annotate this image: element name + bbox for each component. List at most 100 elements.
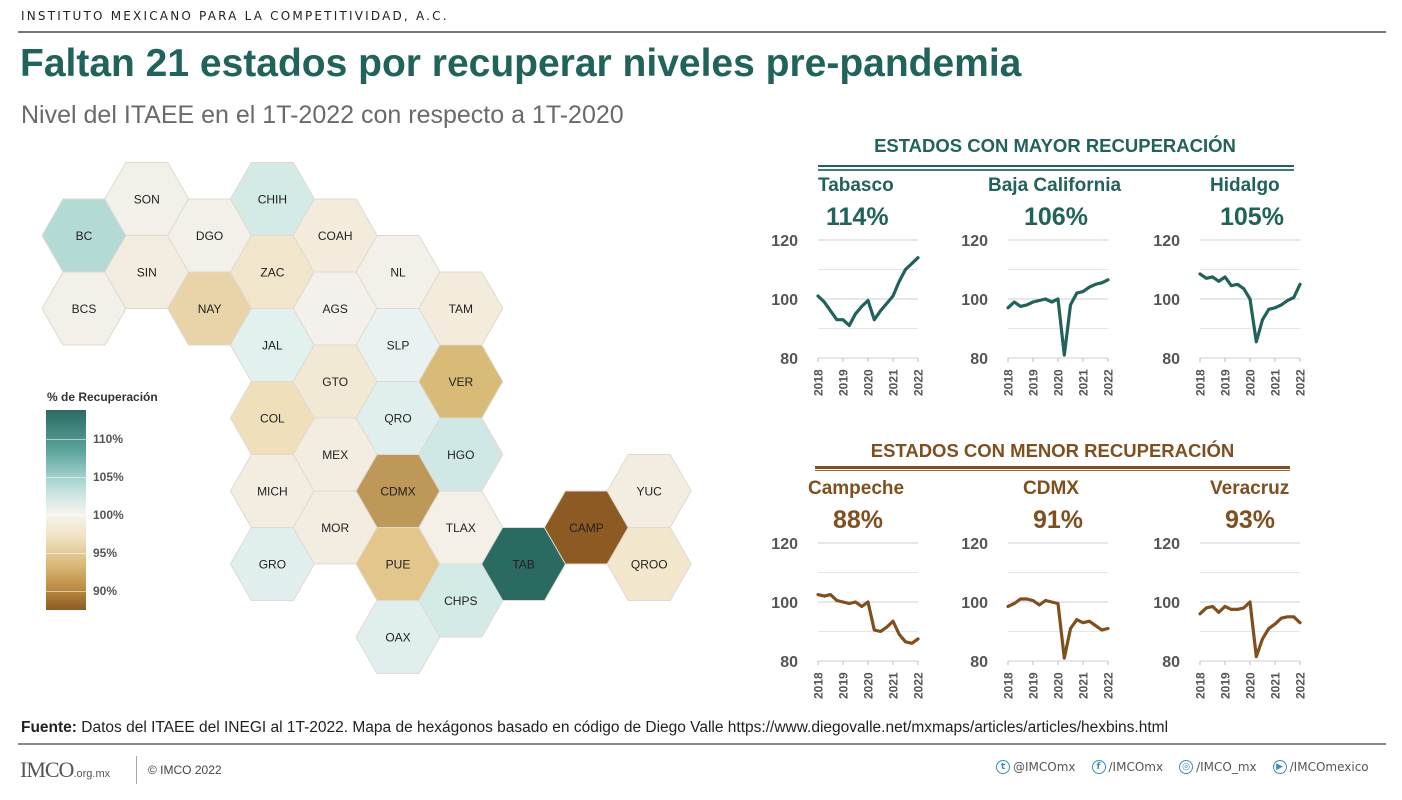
series-line [1006, 278, 1110, 357]
hex-state-mex[interactable]: MEX [292, 417, 378, 492]
hex-label: COL [260, 412, 285, 426]
data-point [848, 602, 851, 605]
header-divider [18, 31, 1386, 33]
hex-state-ags[interactable]: AGS [292, 271, 378, 346]
social-link-facebook[interactable]: f/IMCOmx [1091, 760, 1163, 774]
hex-state-camp[interactable]: CAMP [543, 490, 629, 565]
hex-state-chih[interactable]: CHIH [229, 162, 315, 236]
line-chart-baja-california: Baja California 106% 80 100 120 2018 2019 2020 2… [958, 175, 1138, 405]
y-tick-label: 80 [1162, 654, 1180, 671]
y-tick-label: 100 [1153, 595, 1180, 612]
x-tick-label: 2018 [1194, 369, 1208, 396]
data-point [835, 599, 838, 602]
hex-label: PUE [386, 558, 411, 572]
data-point [816, 294, 820, 298]
hex-state-tam[interactable]: TAM [418, 271, 504, 346]
hex-label: JAL [262, 339, 283, 353]
data-point [1286, 615, 1289, 618]
line-chart-hidalgo: Hidalgo 105% 80 100 120 2018 2019 2020 2021 2022 [1150, 175, 1330, 405]
data-point [1236, 608, 1239, 611]
hex-label: GTO [322, 375, 348, 389]
hex-label: AGS [323, 302, 348, 316]
copyright: © IMCO 2022 [148, 763, 222, 777]
series-line [1006, 597, 1110, 660]
hex-state-dgo[interactable]: DGO [167, 198, 253, 273]
data-point [1267, 627, 1270, 630]
data-point [1019, 305, 1022, 308]
data-point [1044, 599, 1047, 602]
hex-label: CDMX [380, 485, 415, 499]
x-tick-label: 2020 [1052, 672, 1066, 699]
data-point [1081, 290, 1085, 293]
data-point [1094, 624, 1097, 627]
legend-title: % de Recuperación [47, 390, 158, 404]
hex-state-qroo[interactable]: QROO [606, 527, 692, 601]
hex-state-slp[interactable]: SLP [355, 308, 441, 382]
data-point [916, 637, 920, 641]
hex-state-gro[interactable]: GRO [229, 527, 315, 601]
legend-label: 105% [93, 470, 124, 484]
hex-label: YUC [637, 485, 663, 499]
data-point [860, 305, 863, 308]
data-point [823, 300, 826, 304]
data-point [904, 640, 907, 644]
source-note: Fuente: Datos del ITAEE del INEGI al 1T-… [21, 719, 1168, 737]
data-point [891, 294, 895, 298]
social-link-twitter[interactable]: t @IMCOmx [996, 760, 1076, 774]
data-point [898, 633, 901, 636]
hex-state-nl[interactable]: NL [355, 235, 441, 309]
hex-state-cdmx[interactable]: CDMX [355, 454, 441, 528]
page-title: Faltan 21 estados por recuperar niveles … [20, 42, 1022, 85]
series-line [1198, 600, 1302, 659]
data-point [910, 262, 913, 265]
y-tick-label: 80 [970, 351, 988, 368]
data-point [860, 605, 863, 608]
hex-state-bcs[interactable]: BCS [41, 271, 127, 346]
legend-tick-mark [46, 439, 86, 440]
x-tick-label: 2022 [1102, 369, 1116, 396]
x-tick-label: 2021 [1077, 672, 1091, 699]
hex-label: CHIH [258, 193, 287, 207]
hex-label: CAMP [569, 521, 604, 535]
hex-label: NAY [198, 302, 222, 316]
data-point [1069, 303, 1072, 307]
data-point [866, 600, 870, 604]
data-point [1013, 602, 1016, 605]
hex-state-hgo[interactable]: HGO [418, 417, 504, 492]
data-point [841, 318, 845, 321]
y-tick-label: 120 [1153, 536, 1180, 553]
data-point [1088, 286, 1091, 289]
x-tick-label: 2019 [837, 369, 851, 396]
hex-label: QROO [631, 558, 668, 572]
hex-map: BC BCS SON SIN DGO NAY CHIH ZAC JAL COL MICH GRO COA… [41, 162, 692, 674]
data-point [879, 309, 882, 312]
x-tick-label: 2021 [1269, 672, 1283, 699]
data-point [1298, 621, 1302, 624]
hex-state-son[interactable]: SON [104, 162, 190, 236]
data-point [1198, 612, 1202, 615]
hex-label: QRO [384, 412, 411, 426]
legend-label: 110% [93, 432, 124, 446]
data-point [1255, 655, 1258, 658]
x-tick-label: 2019 [837, 672, 851, 699]
data-point [885, 625, 888, 629]
imco-logo[interactable]: IMCO.org.mx [20, 757, 110, 783]
hex-label: ZAC [260, 266, 284, 280]
hex-state-ver[interactable]: VER [418, 344, 504, 419]
footer-separator [136, 756, 137, 784]
legend-color-bar [46, 410, 86, 610]
x-tick-label: 2021 [1269, 369, 1283, 396]
section-heading-top: ESTADOS CON MAYOR RECUPERACIÓN [874, 135, 1236, 156]
social-link-youtube[interactable]: ▶/IMCOmexico [1272, 760, 1369, 774]
data-point [1025, 303, 1028, 307]
y-tick-label: 80 [780, 351, 798, 368]
data-point [1063, 353, 1066, 357]
data-point [1211, 605, 1214, 608]
facebook-icon: f [1091, 760, 1106, 774]
data-point [1217, 280, 1220, 283]
organization-name: INSTITUTO MEXICANO PARA LA COMPETITIVIDA… [21, 9, 449, 23]
hex-state-tab[interactable]: TAB [481, 527, 567, 601]
x-tick-label: 2020 [862, 369, 876, 396]
social-link-instagram[interactable]: ◎/IMCO_mx [1179, 760, 1257, 774]
data-point [904, 268, 907, 271]
